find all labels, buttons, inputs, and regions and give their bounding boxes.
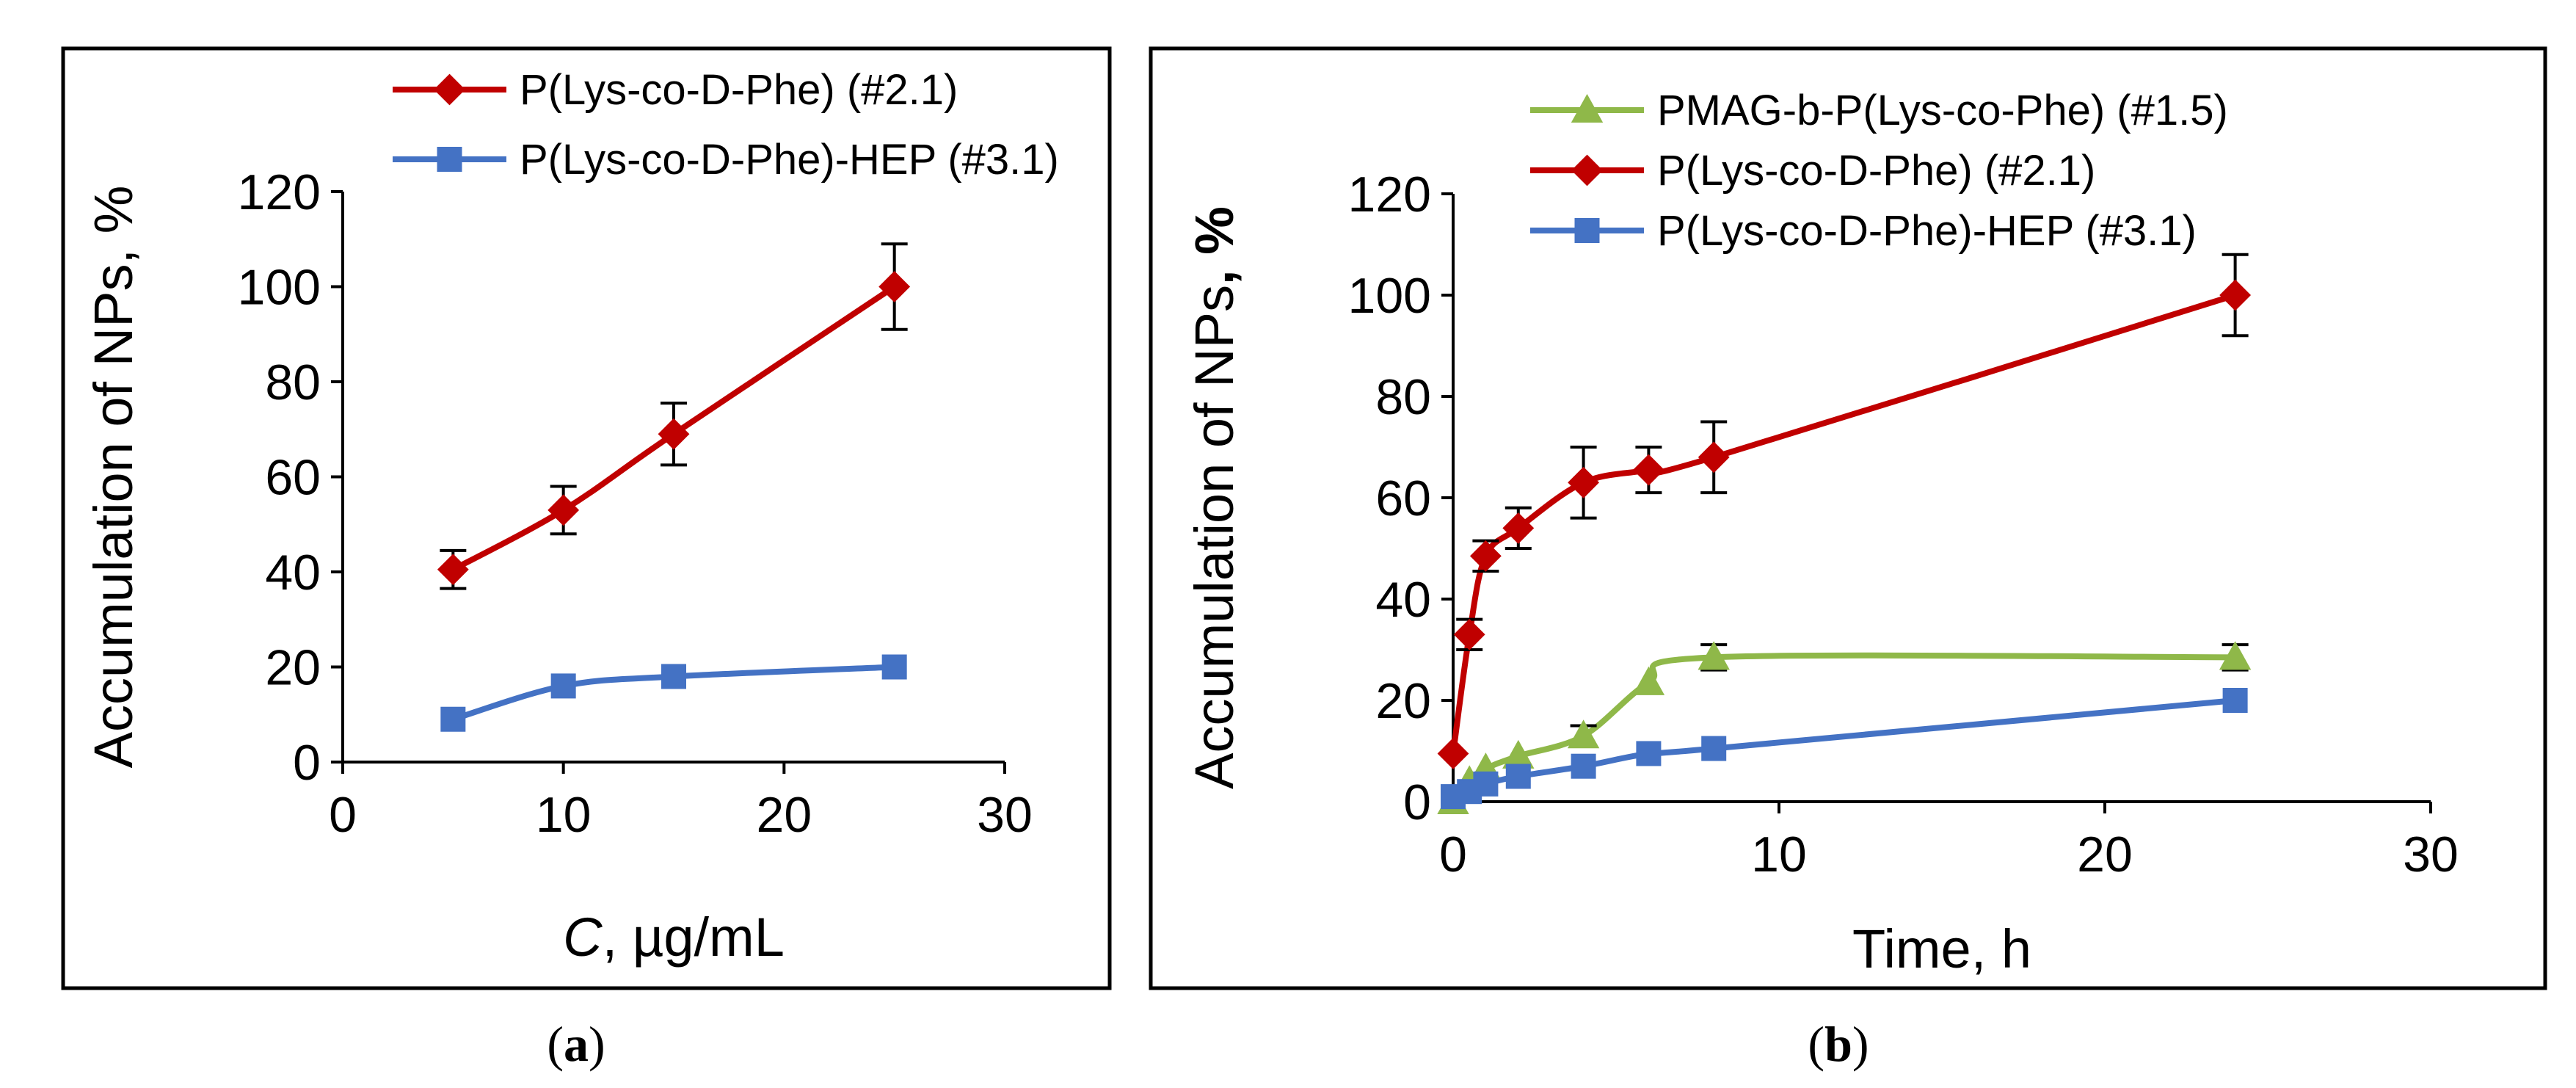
data-point (1568, 466, 1600, 498)
data-point (1437, 738, 1469, 769)
series-1 (440, 654, 907, 732)
y-tick-label: 100 (1348, 268, 1431, 324)
panel-a-chart: 0 20 40 60 80 100 120 0 10 20 30 Accumulation of NP… (83, 66, 1059, 968)
y-tick-label: 80 (265, 355, 321, 410)
data-point (881, 654, 907, 680)
panel-a-caption: (a) (547, 1016, 605, 1072)
panel-a-caption-letter: a (564, 1016, 589, 1072)
y-axis-title-unit: , % (1184, 206, 1245, 285)
x-tick-label: 10 (536, 787, 592, 843)
data-point (658, 418, 690, 450)
x-axis-title-unit: , µg/mL (603, 907, 785, 968)
x-axis-title-var: C (563, 907, 603, 968)
data-point (661, 664, 686, 689)
legend-label: PMAG-b-P(Lys-co-Phe) (#1.5) (1657, 87, 2228, 134)
panel-a-frame (61, 46, 1112, 990)
data-point (1632, 666, 1665, 695)
data-point (1502, 512, 1535, 544)
panel-b-chart: 0 20 40 60 80 100 120 0 10 20 30 Accumulation of NP… (1184, 87, 2459, 979)
legend: P(Lys-co-D-Phe) (#2.1) P(Lys-co-D-Phe)-HE… (393, 66, 1059, 184)
data-point (440, 706, 466, 732)
series-1 (1437, 253, 2252, 769)
panel-b-caption: (b) (1808, 1016, 1869, 1072)
y-tick-label: 0 (1403, 775, 1431, 830)
data-point (1636, 741, 1662, 766)
data-point (547, 494, 580, 526)
x-tick-label: 10 (1751, 827, 1807, 882)
y-tick-label: 120 (1348, 167, 1431, 222)
x-axis-title: C, µg/mL (563, 907, 785, 968)
y-tick-label: 60 (1375, 471, 1431, 526)
data-point (878, 271, 911, 302)
legend-label: P(Lys-co-D-Phe) (#2.1) (1657, 147, 2095, 195)
data-point (1453, 618, 1485, 650)
x-tick-label: 30 (2403, 827, 2459, 882)
legend-marker (1571, 154, 1603, 186)
y-tick-label: 60 (265, 450, 321, 506)
data-point (437, 554, 469, 586)
y-tick-label: 0 (293, 735, 321, 791)
x-tick-label: 0 (1439, 827, 1467, 882)
series-line (1450, 292, 2236, 754)
x-tick-label: 20 (2077, 827, 2133, 882)
data-point (550, 673, 576, 699)
panel-b-frame (1149, 46, 2547, 990)
legend: PMAG-b-P(Lys-co-Phe) (#1.5) P(Lys-co-D-Ph… (1530, 87, 2228, 255)
y-tick-label: 40 (1375, 572, 1431, 628)
x-tick-label: 30 (977, 787, 1033, 843)
y-axis-title: Accumulation of NPs, % (1184, 206, 1245, 789)
series-line (1450, 652, 2235, 804)
legend-marker (434, 73, 465, 106)
series-0 (437, 242, 911, 590)
series-line (1452, 697, 2235, 799)
x-tick-label: 20 (757, 787, 812, 843)
legend-marker (1571, 93, 1604, 123)
data-point (1698, 641, 1730, 670)
legend-label: P(Lys-co-D-Phe) (#2.1) (520, 66, 958, 114)
y-tick-label: 120 (238, 164, 321, 220)
data-point (1698, 441, 1730, 474)
panel-b-caption-letter: b (1824, 1016, 1852, 1072)
series-0 (1437, 641, 2252, 814)
x-tick-label: 0 (329, 787, 357, 843)
y-tick-label: 100 (238, 260, 321, 316)
data-point (2219, 279, 2252, 311)
y-axis-title-main: Accumulation of NPs (1184, 285, 1245, 789)
legend-label: P(Lys-co-D-Phe)-HEP (#3.1) (520, 136, 1059, 184)
data-point (1505, 764, 1531, 789)
series-line (451, 284, 896, 573)
series-2 (1441, 688, 2248, 810)
y-tick-label: 20 (265, 640, 321, 696)
data-point (1473, 771, 1499, 797)
y-axis-title: Accumulation of NPs, % (83, 186, 144, 769)
data-point (2219, 641, 2252, 670)
y-tick-label: 80 (1375, 369, 1431, 425)
data-point (1571, 753, 1596, 779)
legend-label: P(Lys-co-D-Phe)-HEP (#3.1) (1657, 207, 2197, 255)
legend-marker (437, 147, 462, 172)
data-point (2222, 688, 2248, 713)
data-point (1567, 719, 1600, 749)
data-point (1701, 736, 1727, 761)
series-line (452, 664, 895, 722)
data-point (1469, 540, 1502, 572)
data-point (1632, 454, 1664, 486)
y-tick-label: 40 (265, 545, 321, 601)
legend-marker (1574, 218, 1600, 243)
y-tick-label: 20 (1375, 673, 1431, 729)
x-axis-title: Time, h (1852, 918, 2031, 979)
